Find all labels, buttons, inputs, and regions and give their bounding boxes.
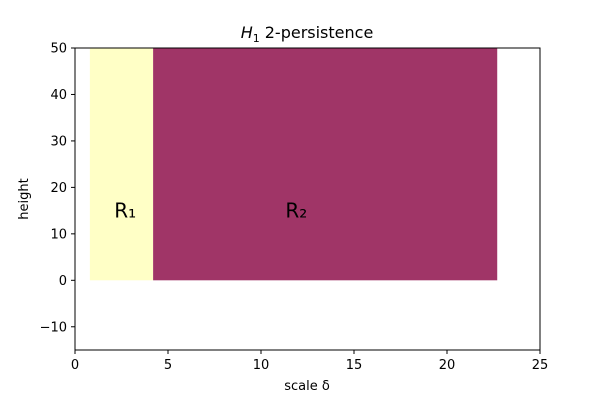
x-tick-label: 5 xyxy=(164,358,172,373)
x-tick-label: 10 xyxy=(253,358,270,373)
chart-title-symbol: H xyxy=(241,23,253,42)
region-2-area xyxy=(153,48,498,281)
region-1-label: R₁ xyxy=(114,199,136,223)
region-2-label: R₂ xyxy=(285,199,307,223)
y-axis: −10 0 10 20 30 40 50 xyxy=(40,42,75,335)
y-tick-label: 0 xyxy=(59,274,67,289)
y-tick-label: 40 xyxy=(50,88,67,103)
chart-title: H1 2-persistence xyxy=(241,23,374,45)
chart-title-subscript: 1 xyxy=(253,32,260,45)
y-tick-label: 50 xyxy=(50,42,67,57)
regions-layer xyxy=(89,48,498,281)
y-tick-label: −10 xyxy=(40,320,67,335)
x-tick-label: 20 xyxy=(439,358,456,373)
x-tick-label: 15 xyxy=(346,358,363,373)
x-axis: 0 5 10 15 20 25 xyxy=(71,350,548,373)
y-tick-label: 30 xyxy=(50,134,67,149)
x-tick-label: 0 xyxy=(71,358,79,373)
y-axis-label: height xyxy=(17,178,32,219)
x-axis-label: scale δ xyxy=(284,379,330,394)
region-labels-layer: R₁ R₂ xyxy=(114,199,307,223)
chart-title-text: 2-persistence xyxy=(265,23,374,42)
plot-frame xyxy=(74,47,541,351)
region-1-area xyxy=(89,48,154,281)
y-tick-label: 10 xyxy=(50,227,67,242)
x-tick-label: 25 xyxy=(532,358,549,373)
y-tick-label: 20 xyxy=(50,181,67,196)
